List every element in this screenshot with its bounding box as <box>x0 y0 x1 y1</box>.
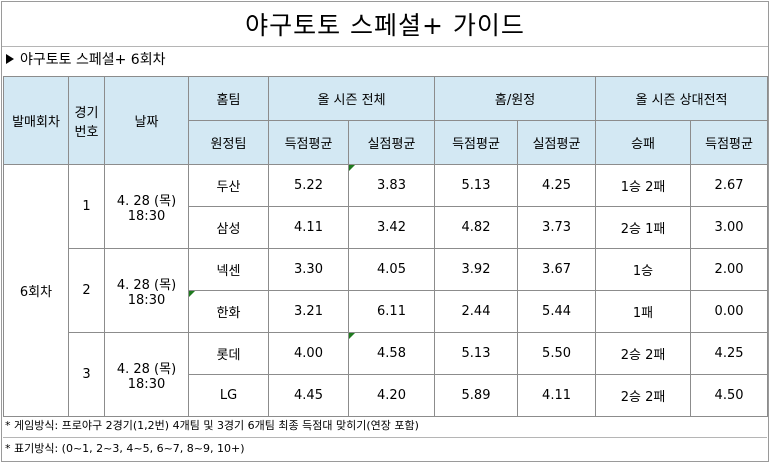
page-title: 야구토토 스페셜+ 가이드 <box>2 2 768 47</box>
header-ha-allowed: 실점평균 <box>517 120 597 165</box>
ha-allowed: 3.73 <box>517 206 597 249</box>
ha-allowed: 5.44 <box>517 290 597 333</box>
team-name: 두산 <box>188 164 269 207</box>
team-name: LG <box>188 374 269 417</box>
ha-allowed: 4.25 <box>517 164 597 207</box>
round-cell: 6회차 <box>3 164 69 417</box>
season-allowed: 4.05 <box>347 248 436 291</box>
table-row: 6회차 1 4. 28 (목) 18:30 두산 5.22 3.83 5.13 4… <box>3 164 769 417</box>
header-season-scored: 득점평균 <box>268 120 349 165</box>
season-scored: 5.22 <box>268 164 349 207</box>
header-round: 발매회차 <box>3 76 69 165</box>
season-scored: 3.30 <box>268 248 349 291</box>
team-name: 롯데 <box>188 332 269 375</box>
header-home-team: 홈팀 <box>188 76 269 121</box>
ha-scored: 4.82 <box>434 206 519 249</box>
header-h2h-scored: 득점평균 <box>690 120 769 165</box>
ha-scored: 2.44 <box>434 290 519 333</box>
header-away-team: 원정팀 <box>188 120 269 165</box>
game-number: 2 <box>68 248 105 333</box>
date-text: 4. 28 (목) <box>116 361 177 377</box>
table-row: 삼성 4.11 3.42 4.82 3.73 2승 1패 3.00 <box>4 206 769 249</box>
team-name: 넥센 <box>188 248 269 291</box>
notes: * 게임방식: 프로야구 2경기(1,2번) 4개팀 및 3경기 6개팀 최종 … <box>3 415 767 460</box>
table-row: LG 4.45 4.20 5.89 4.11 2승 2패 4.50 <box>4 374 769 417</box>
ha-allowed: 3.67 <box>517 248 597 291</box>
date-text: 4. 28 (목) <box>116 193 177 209</box>
ha-scored: 5.89 <box>434 374 519 417</box>
header-ha-scored: 득점평균 <box>434 120 519 165</box>
note-game-method: * 게임방식: 프로야구 2경기(1,2번) 4개팀 및 3경기 6개팀 최종 … <box>3 415 767 438</box>
ha-scored: 3.92 <box>434 248 519 291</box>
h2h-scored: 0.00 <box>690 290 769 333</box>
ha-allowed: 4.11 <box>517 374 597 417</box>
game-number: 1 <box>68 164 105 249</box>
season-scored: 4.45 <box>268 374 349 417</box>
season-allowed: 6.11 <box>347 290 436 333</box>
time-text: 18:30 <box>127 376 166 392</box>
subtitle-text: 야구토토 스페셜+ 6회차 <box>20 52 166 68</box>
time-text: 18:30 <box>127 292 166 308</box>
game-number: 3 <box>68 332 105 417</box>
ha-scored: 5.13 <box>434 332 519 375</box>
header-win-loss: 승패 <box>595 120 692 165</box>
h2h-scored: 2.67 <box>690 164 769 207</box>
record: 2승 1패 <box>595 206 692 249</box>
record: 2승 2패 <box>595 332 692 375</box>
h2h-scored: 4.50 <box>690 374 769 417</box>
date-text: 4. 28 (목) <box>116 277 177 293</box>
note-notation: * 표기방식: (0~1, 2~3, 4~5, 6~7, 8~9, 10+) <box>5 442 245 455</box>
ha-allowed: 5.50 <box>517 332 597 375</box>
season-allowed: 3.42 <box>347 206 436 249</box>
header-season-allowed: 실점평균 <box>347 120 436 165</box>
record: 1승 <box>595 248 692 291</box>
season-scored: 4.11 <box>268 206 349 249</box>
record: 1패 <box>595 290 692 333</box>
header-season-total: 올 시즌 전체 <box>267 76 436 121</box>
section-subtitle: 야구토토 스페셜+ 6회차 <box>6 50 165 70</box>
triangle-bullet-icon <box>6 54 14 64</box>
h2h-scored: 4.25 <box>690 332 769 375</box>
game-date: 4. 28 (목) 18:30 <box>104 332 189 417</box>
season-scored: 4.00 <box>268 332 349 375</box>
season-allowed: 3.83 <box>347 164 436 207</box>
season-allowed: 4.58 <box>347 332 436 375</box>
h2h-scored: 3.00 <box>690 206 769 249</box>
time-text: 18:30 <box>127 208 166 224</box>
guide-table: 발매회차 경기번호 날짜 홈팀 올 시즌 전체 홈/원정 올 시즌 상대전적 원… <box>3 76 769 417</box>
ha-scored: 5.13 <box>434 164 519 207</box>
h2h-scored: 2.00 <box>690 248 769 291</box>
header-home-away: 홈/원정 <box>434 76 597 121</box>
season-allowed: 4.20 <box>347 374 436 417</box>
table-row: 2 4. 28 (목) 18:30 넥센 3.30 4.05 3.92 3.67 … <box>4 248 769 333</box>
game-date: 4. 28 (목) 18:30 <box>104 248 189 333</box>
header-date: 날짜 <box>104 76 189 165</box>
team-name: 한화 <box>188 290 269 333</box>
record: 1승 2패 <box>595 164 692 207</box>
game-date: 4. 28 (목) 18:30 <box>104 164 189 249</box>
season-scored: 3.21 <box>268 290 349 333</box>
header-game: 경기번호 <box>68 76 105 165</box>
record: 2승 2패 <box>595 374 692 417</box>
table-row: 3 4. 28 (목) 18:30 롯데 4.00 4.58 5.13 5.50 … <box>4 332 769 417</box>
header-head-to-head: 올 시즌 상대전적 <box>595 76 769 121</box>
team-name: 삼성 <box>188 206 269 249</box>
